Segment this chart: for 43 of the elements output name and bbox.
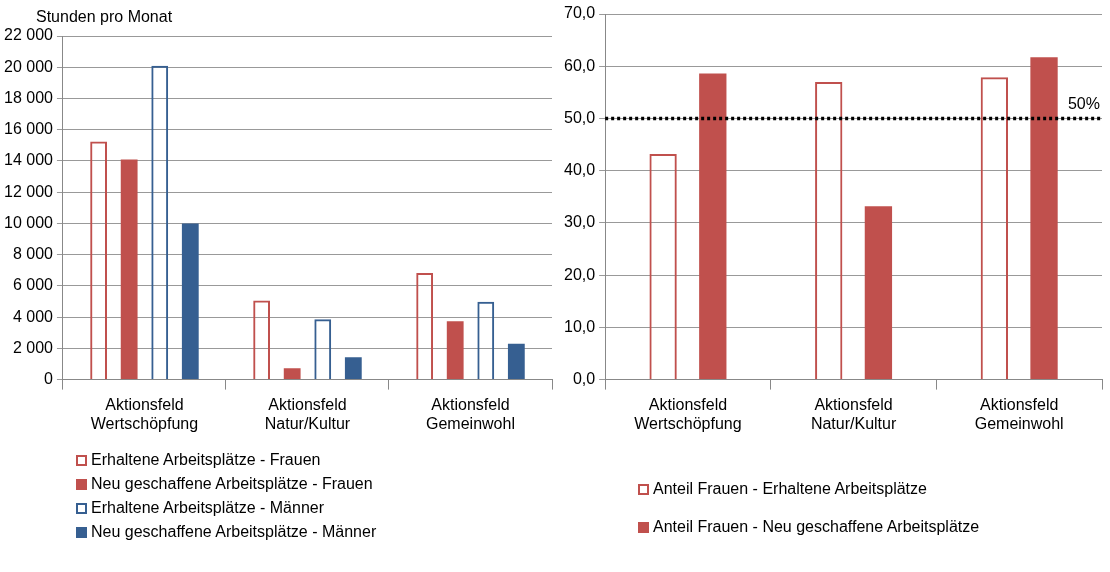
y-tick-label: 8 000	[12, 245, 54, 263]
legend-label: Anteil Frauen - Erhaltene Arbeitsplätze	[653, 480, 927, 498]
y-tick-label: 14 000	[4, 151, 54, 169]
y-tick-label: 20,0	[564, 265, 596, 283]
bar	[864, 206, 893, 380]
legend-label: Erhaltene Arbeitsplätze - Frauen	[91, 451, 321, 469]
bar	[344, 357, 362, 380]
y-tick-label: 50,0	[564, 108, 596, 126]
y-tick-label: 30,0	[564, 213, 596, 231]
x-tick-label: Aktionsfeld Natur/Kultur	[264, 395, 351, 432]
y-tick-label: 70,0	[564, 4, 596, 22]
y-tick-label: 40,0	[564, 161, 596, 179]
y-tick-label: 16 000	[4, 120, 54, 138]
bar	[507, 343, 525, 380]
y-tick-label: 0	[44, 370, 54, 388]
ref-line-label: 50%	[1067, 94, 1100, 112]
bar	[283, 368, 301, 380]
x-tick-label: Aktionsfeld Wertschöpfung	[90, 395, 199, 432]
legend-label: Anteil Frauen - Neu geschaffene Arbeitsplätze	[653, 518, 980, 536]
bar	[446, 321, 464, 380]
x-tick-label: Aktionsfeld Gemeinwohl	[974, 395, 1064, 432]
y-tick-label: 22 000	[4, 26, 54, 44]
y-tick-label: 60,0	[564, 56, 596, 74]
bar	[181, 223, 199, 380]
bar	[120, 159, 138, 380]
y-tick-label: 0,0	[572, 370, 596, 388]
y-tick-label: 20 000	[4, 57, 54, 75]
y-tick-label: 6 000	[12, 276, 54, 294]
bar	[699, 73, 727, 380]
legend-label: Neu geschaffene Arbeitsplätze - Männer	[91, 523, 377, 541]
y-tick-label: 2 000	[12, 338, 54, 356]
y-axis-title: Stunden pro Monat	[36, 8, 173, 26]
y-tick-label: 10,0	[564, 317, 596, 335]
x-tick-label: Aktionsfeld Wertschöpfung	[634, 395, 742, 432]
y-tick-label: 18 000	[4, 88, 54, 106]
x-tick-label: Aktionsfeld Gemeinwohl	[426, 395, 515, 432]
y-tick-label: 4 000	[12, 307, 54, 325]
legend-label: Neu geschaffene Arbeitsplätze - Frauen	[91, 475, 373, 493]
legend-label: Erhaltene Arbeitsplätze - Männer	[91, 499, 325, 517]
y-tick-label: 10 000	[4, 213, 54, 231]
bar	[1030, 57, 1058, 380]
x-tick-label: Aktionsfeld Natur/Kultur	[810, 395, 897, 432]
y-tick-label: 12 000	[4, 182, 54, 200]
